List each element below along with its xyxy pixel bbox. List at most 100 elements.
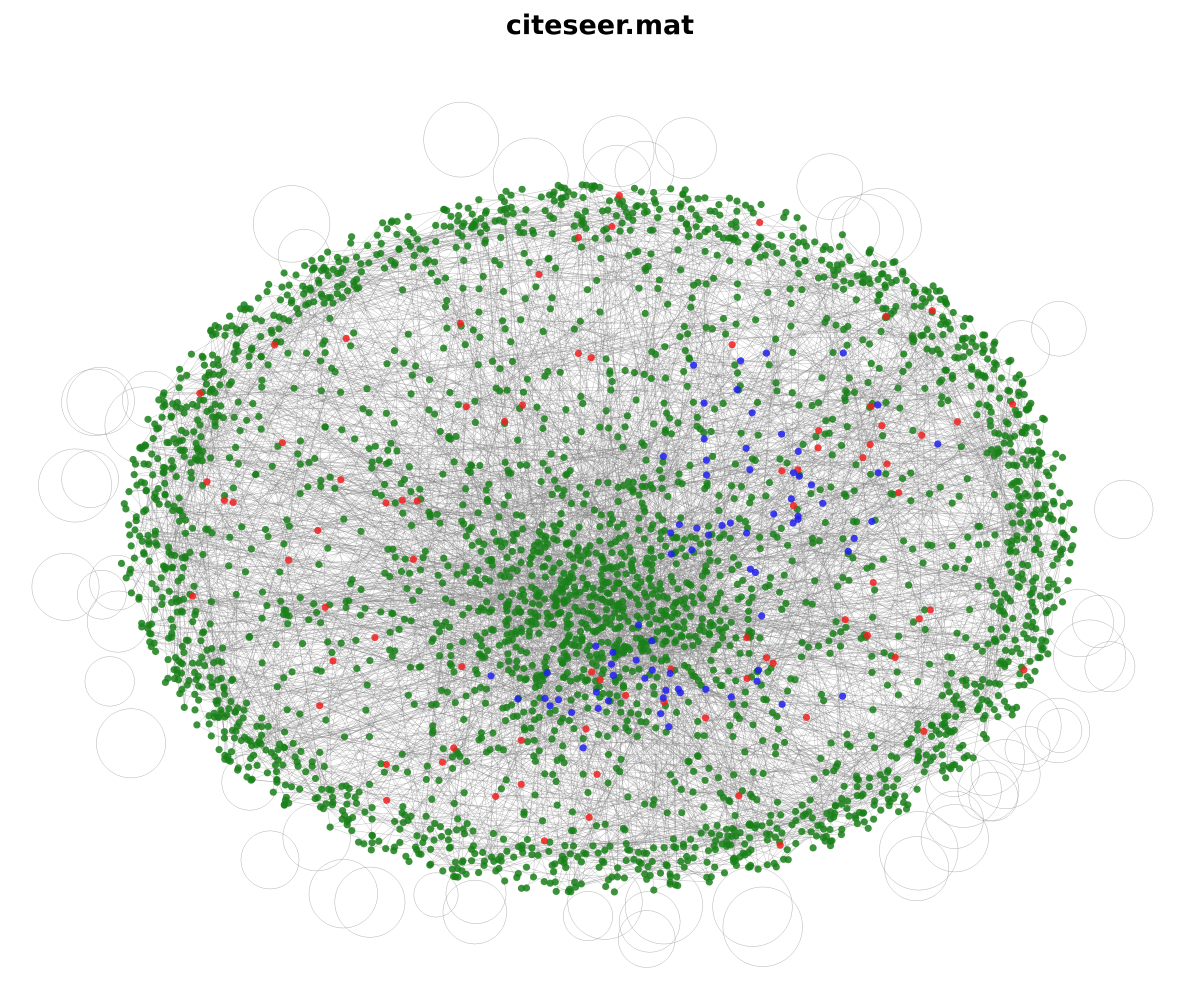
node-majority <box>272 768 281 776</box>
node-majority <box>604 779 612 787</box>
node-red <box>371 634 379 642</box>
node-majority <box>725 194 734 202</box>
node-majority <box>365 409 373 417</box>
node-red <box>382 499 390 507</box>
node-majority <box>459 284 467 292</box>
node-majority <box>168 457 176 465</box>
node-majority <box>987 384 995 392</box>
node-majority <box>722 825 731 833</box>
node-majority <box>734 561 743 569</box>
node-majority <box>146 629 154 638</box>
node-majority <box>471 574 480 582</box>
node-majority <box>974 706 982 714</box>
node-majority <box>169 400 177 408</box>
node-majority <box>737 429 745 437</box>
node-majority <box>161 479 169 487</box>
node-majority <box>597 254 605 263</box>
node-majority <box>645 603 653 611</box>
node-majority <box>122 505 130 513</box>
node-majority <box>594 478 603 486</box>
node-red <box>953 418 962 426</box>
node-majority <box>308 266 317 274</box>
node-majority <box>543 620 552 628</box>
node-majority <box>1012 462 1021 470</box>
node-majority <box>776 588 784 596</box>
node-majority <box>582 224 590 232</box>
node-majority <box>773 798 782 806</box>
node-majority <box>517 624 525 633</box>
node-majority <box>530 736 538 744</box>
node-majority <box>649 554 658 562</box>
node-majority <box>663 594 672 602</box>
node-majority <box>994 713 1002 721</box>
node-majority <box>782 599 790 608</box>
node-majority <box>995 394 1004 402</box>
node-majority <box>311 774 320 783</box>
node-blue <box>718 521 726 530</box>
node-majority <box>732 320 740 328</box>
node-majority <box>867 470 875 478</box>
node-majority <box>248 344 256 352</box>
self-loop <box>957 759 1020 822</box>
node-majority <box>615 600 623 608</box>
node-majority <box>255 412 263 421</box>
node-majority <box>257 425 265 433</box>
node-majority <box>348 233 356 241</box>
node-majority <box>971 680 979 688</box>
node-majority <box>205 712 213 720</box>
node-majority <box>365 445 373 453</box>
node-majority <box>908 335 916 343</box>
self-loop <box>582 115 655 188</box>
node-majority <box>180 703 188 712</box>
node-blue <box>604 697 613 705</box>
node-majority <box>754 865 762 873</box>
node-majority <box>399 509 407 517</box>
node-majority <box>189 659 197 667</box>
node-majority <box>520 708 528 716</box>
node-majority <box>683 852 691 861</box>
node-majority <box>942 730 950 739</box>
node-majority <box>852 814 860 823</box>
node-majority <box>913 785 921 793</box>
node-majority <box>680 843 688 851</box>
node-majority <box>613 692 621 700</box>
node-majority <box>630 184 639 192</box>
node-majority <box>747 821 755 829</box>
node-majority <box>462 870 470 878</box>
node-majority <box>1025 519 1033 527</box>
node-majority <box>637 188 645 196</box>
node-majority <box>540 878 548 886</box>
node-majority <box>994 445 1002 453</box>
node-majority <box>507 203 515 211</box>
node-majority <box>640 504 648 512</box>
node-majority <box>865 783 874 791</box>
node-blue <box>609 648 617 656</box>
node-majority <box>400 475 409 483</box>
node-majority <box>680 661 689 670</box>
node-majority <box>732 677 740 685</box>
node-majority <box>983 540 991 548</box>
node-blue <box>762 349 771 357</box>
node-majority <box>624 617 632 626</box>
node-majority <box>846 742 854 751</box>
node-majority <box>719 314 728 323</box>
node-majority <box>565 716 573 725</box>
node-majority <box>391 647 399 655</box>
node-majority <box>1006 434 1014 442</box>
node-majority <box>488 626 496 634</box>
node-majority <box>689 788 697 796</box>
node-majority <box>979 331 987 339</box>
node-majority <box>395 625 403 634</box>
node-majority <box>649 801 657 809</box>
node-majority <box>926 294 934 302</box>
node-majority <box>649 655 658 663</box>
node-majority <box>178 608 186 616</box>
node-majority <box>927 732 936 741</box>
node-majority <box>481 699 490 707</box>
node-majority <box>892 276 900 284</box>
node-majority <box>221 331 229 339</box>
node-majority <box>799 224 808 232</box>
node-majority <box>1000 697 1009 706</box>
node-majority <box>757 200 765 209</box>
node-majority <box>261 525 270 534</box>
